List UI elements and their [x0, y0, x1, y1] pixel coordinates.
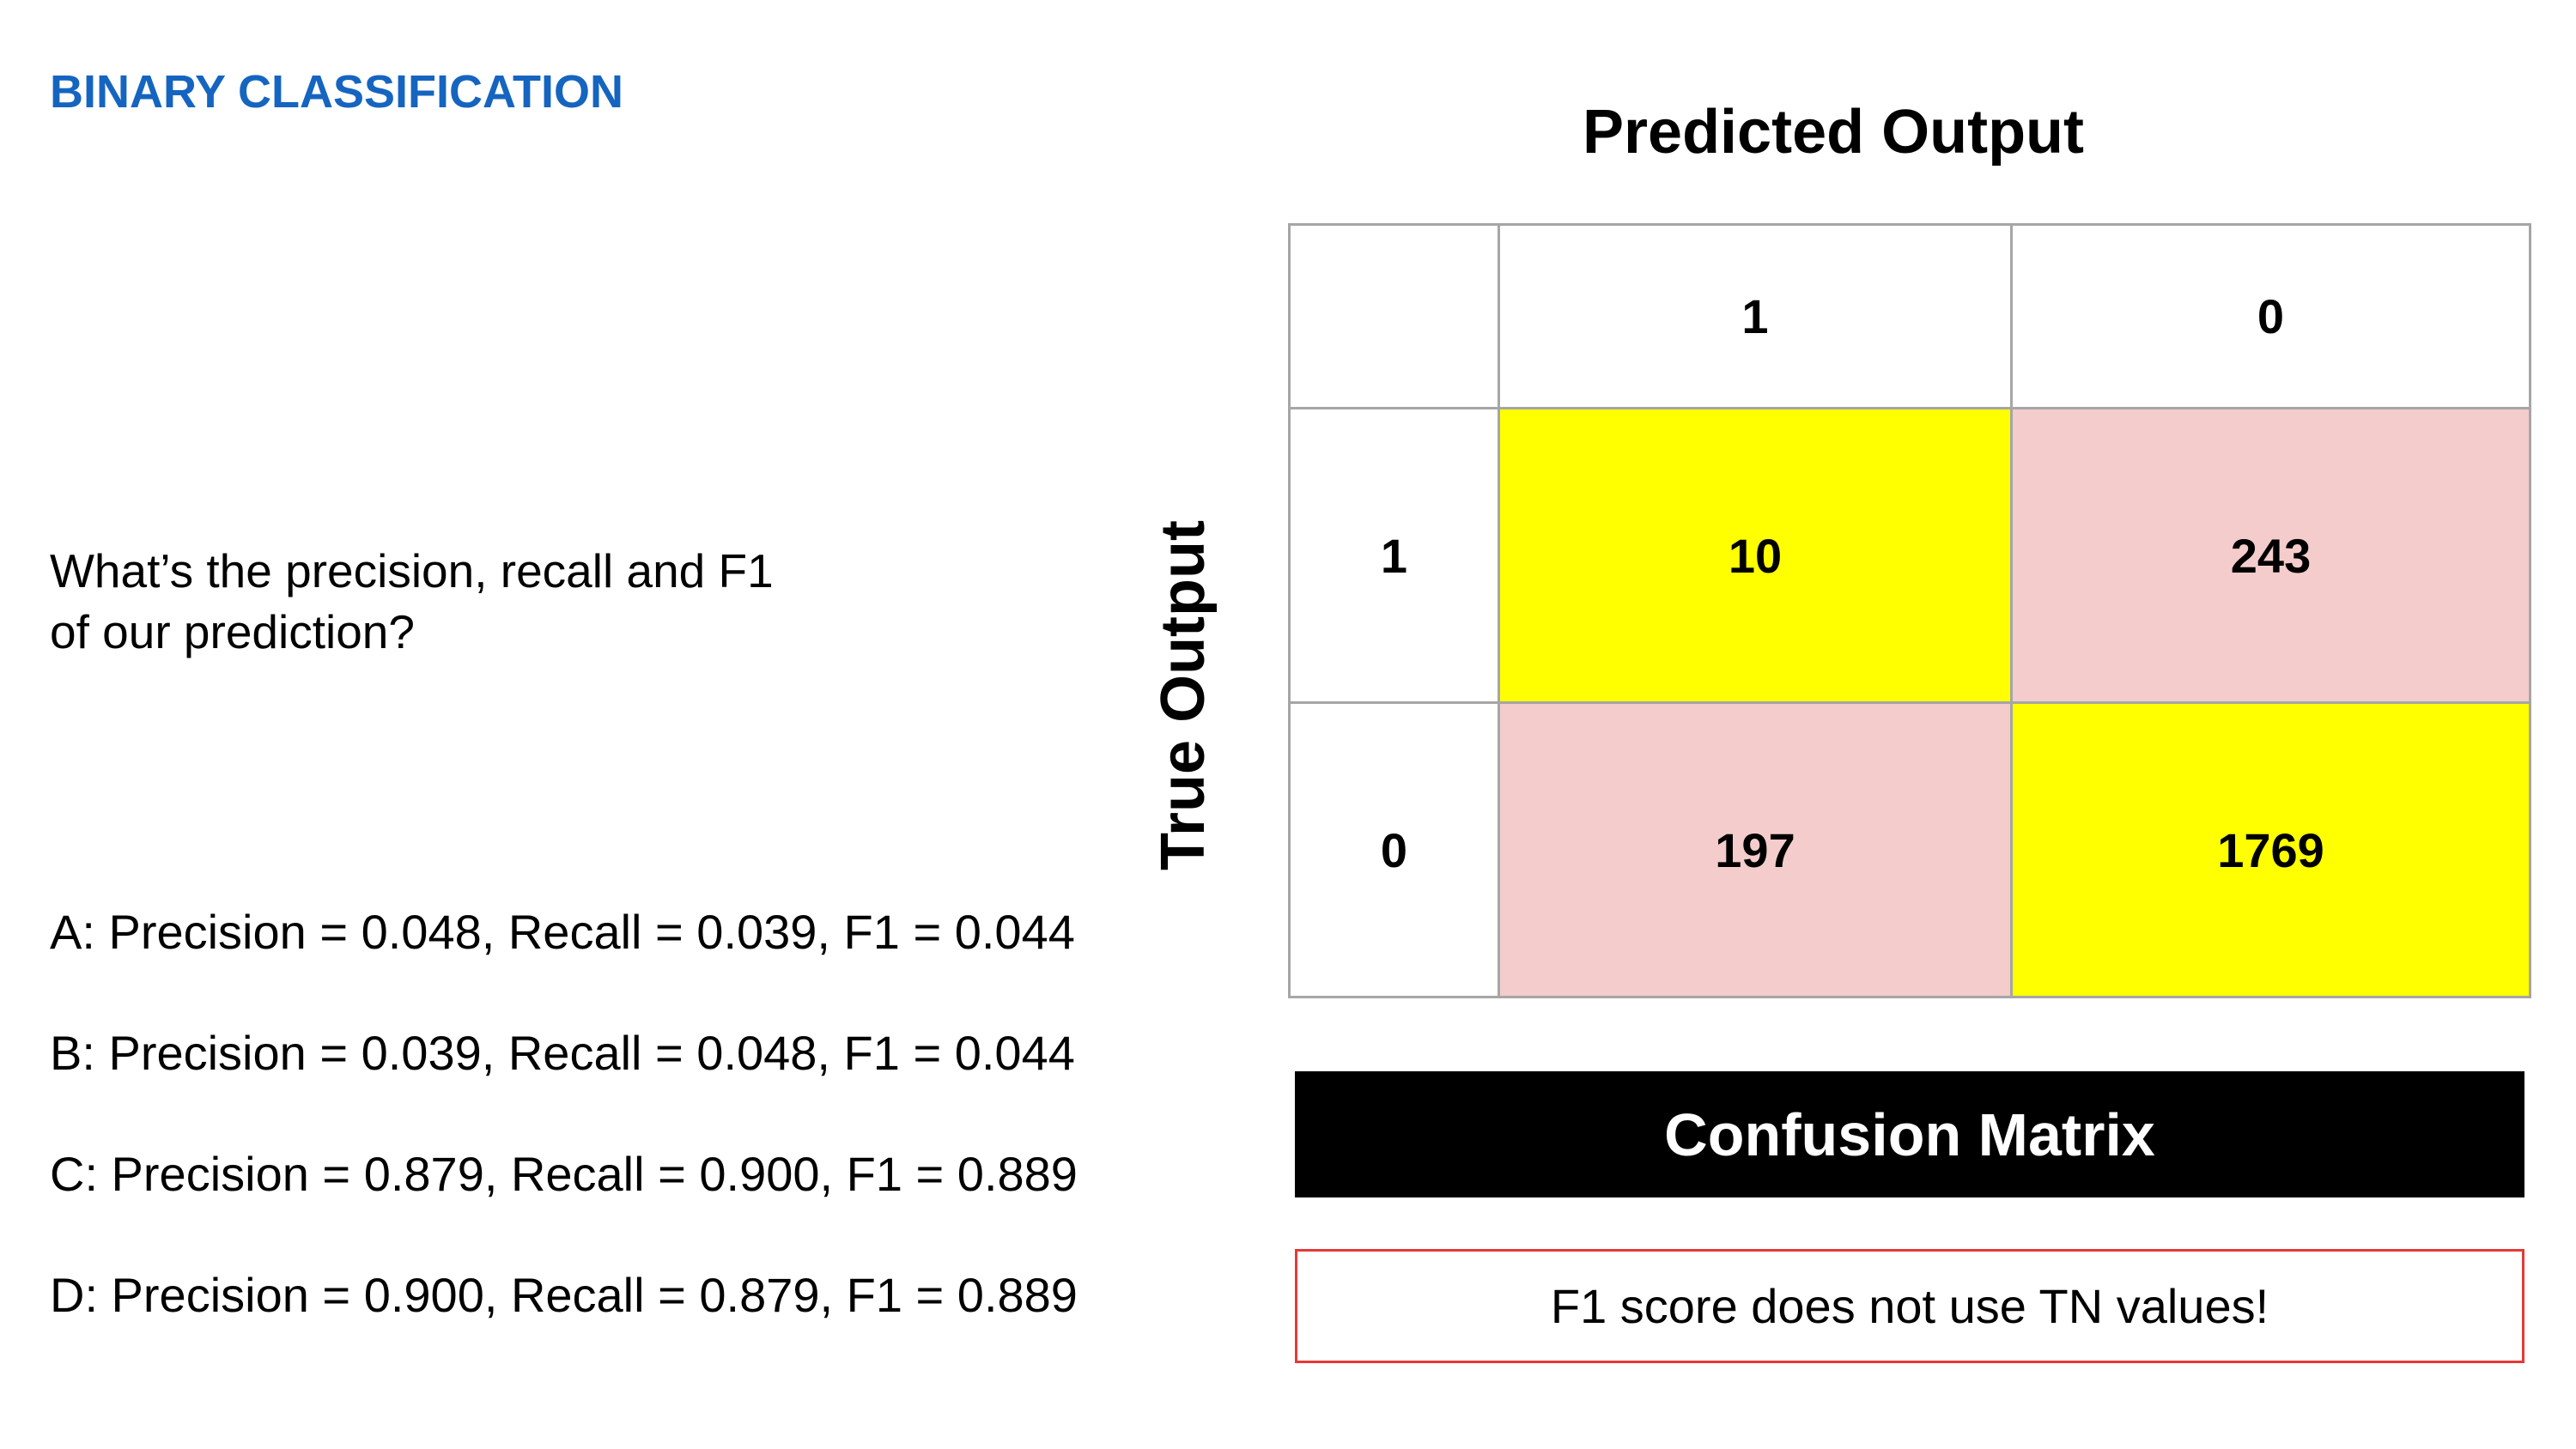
option-c: C: Precision = 0.879, Recall = 0.900, F1…	[50, 1147, 1078, 1201]
question-line-2: of our prediction?	[50, 605, 415, 658]
matrix-header-row: 1 0	[1288, 223, 2531, 409]
confusion-matrix: 1 0 1 10 243 0 197 1769	[1288, 223, 2531, 998]
false-positive-cell: 197	[1498, 701, 2013, 998]
true-output-label: True Output	[1149, 520, 1218, 870]
column-header-0: 0	[2010, 223, 2531, 409]
column-header-1: 1	[1498, 223, 2013, 409]
true-positive-cell: 10	[1498, 407, 2013, 704]
true-negative-cell: 1769	[2010, 701, 2531, 998]
row-header-1: 1	[1288, 407, 1500, 704]
predicted-output-label: Predicted Output	[1582, 98, 2084, 167]
f1-note: F1 score does not use TN values!	[1295, 1249, 2524, 1363]
question-text: What’s the precision, recall and F1 of o…	[50, 541, 908, 663]
false-negative-cell: 243	[2010, 407, 2531, 704]
option-d: D: Precision = 0.900, Recall = 0.879, F1…	[50, 1268, 1078, 1322]
option-b: B: Precision = 0.039, Recall = 0.048, F1…	[50, 1026, 1075, 1080]
section-title: BINARY CLASSIFICATION	[50, 66, 624, 118]
row-header-0: 0	[1288, 701, 1500, 998]
matrix-row-1: 1 10 243	[1288, 407, 2531, 704]
question-line-1: What’s the precision, recall and F1	[50, 544, 774, 597]
matrix-corner-cell	[1288, 223, 1500, 409]
confusion-matrix-caption: Confusion Matrix	[1295, 1071, 2524, 1197]
option-a: A: Precision = 0.048, Recall = 0.039, F1…	[50, 905, 1075, 959]
matrix-row-0: 0 197 1769	[1288, 701, 2531, 998]
